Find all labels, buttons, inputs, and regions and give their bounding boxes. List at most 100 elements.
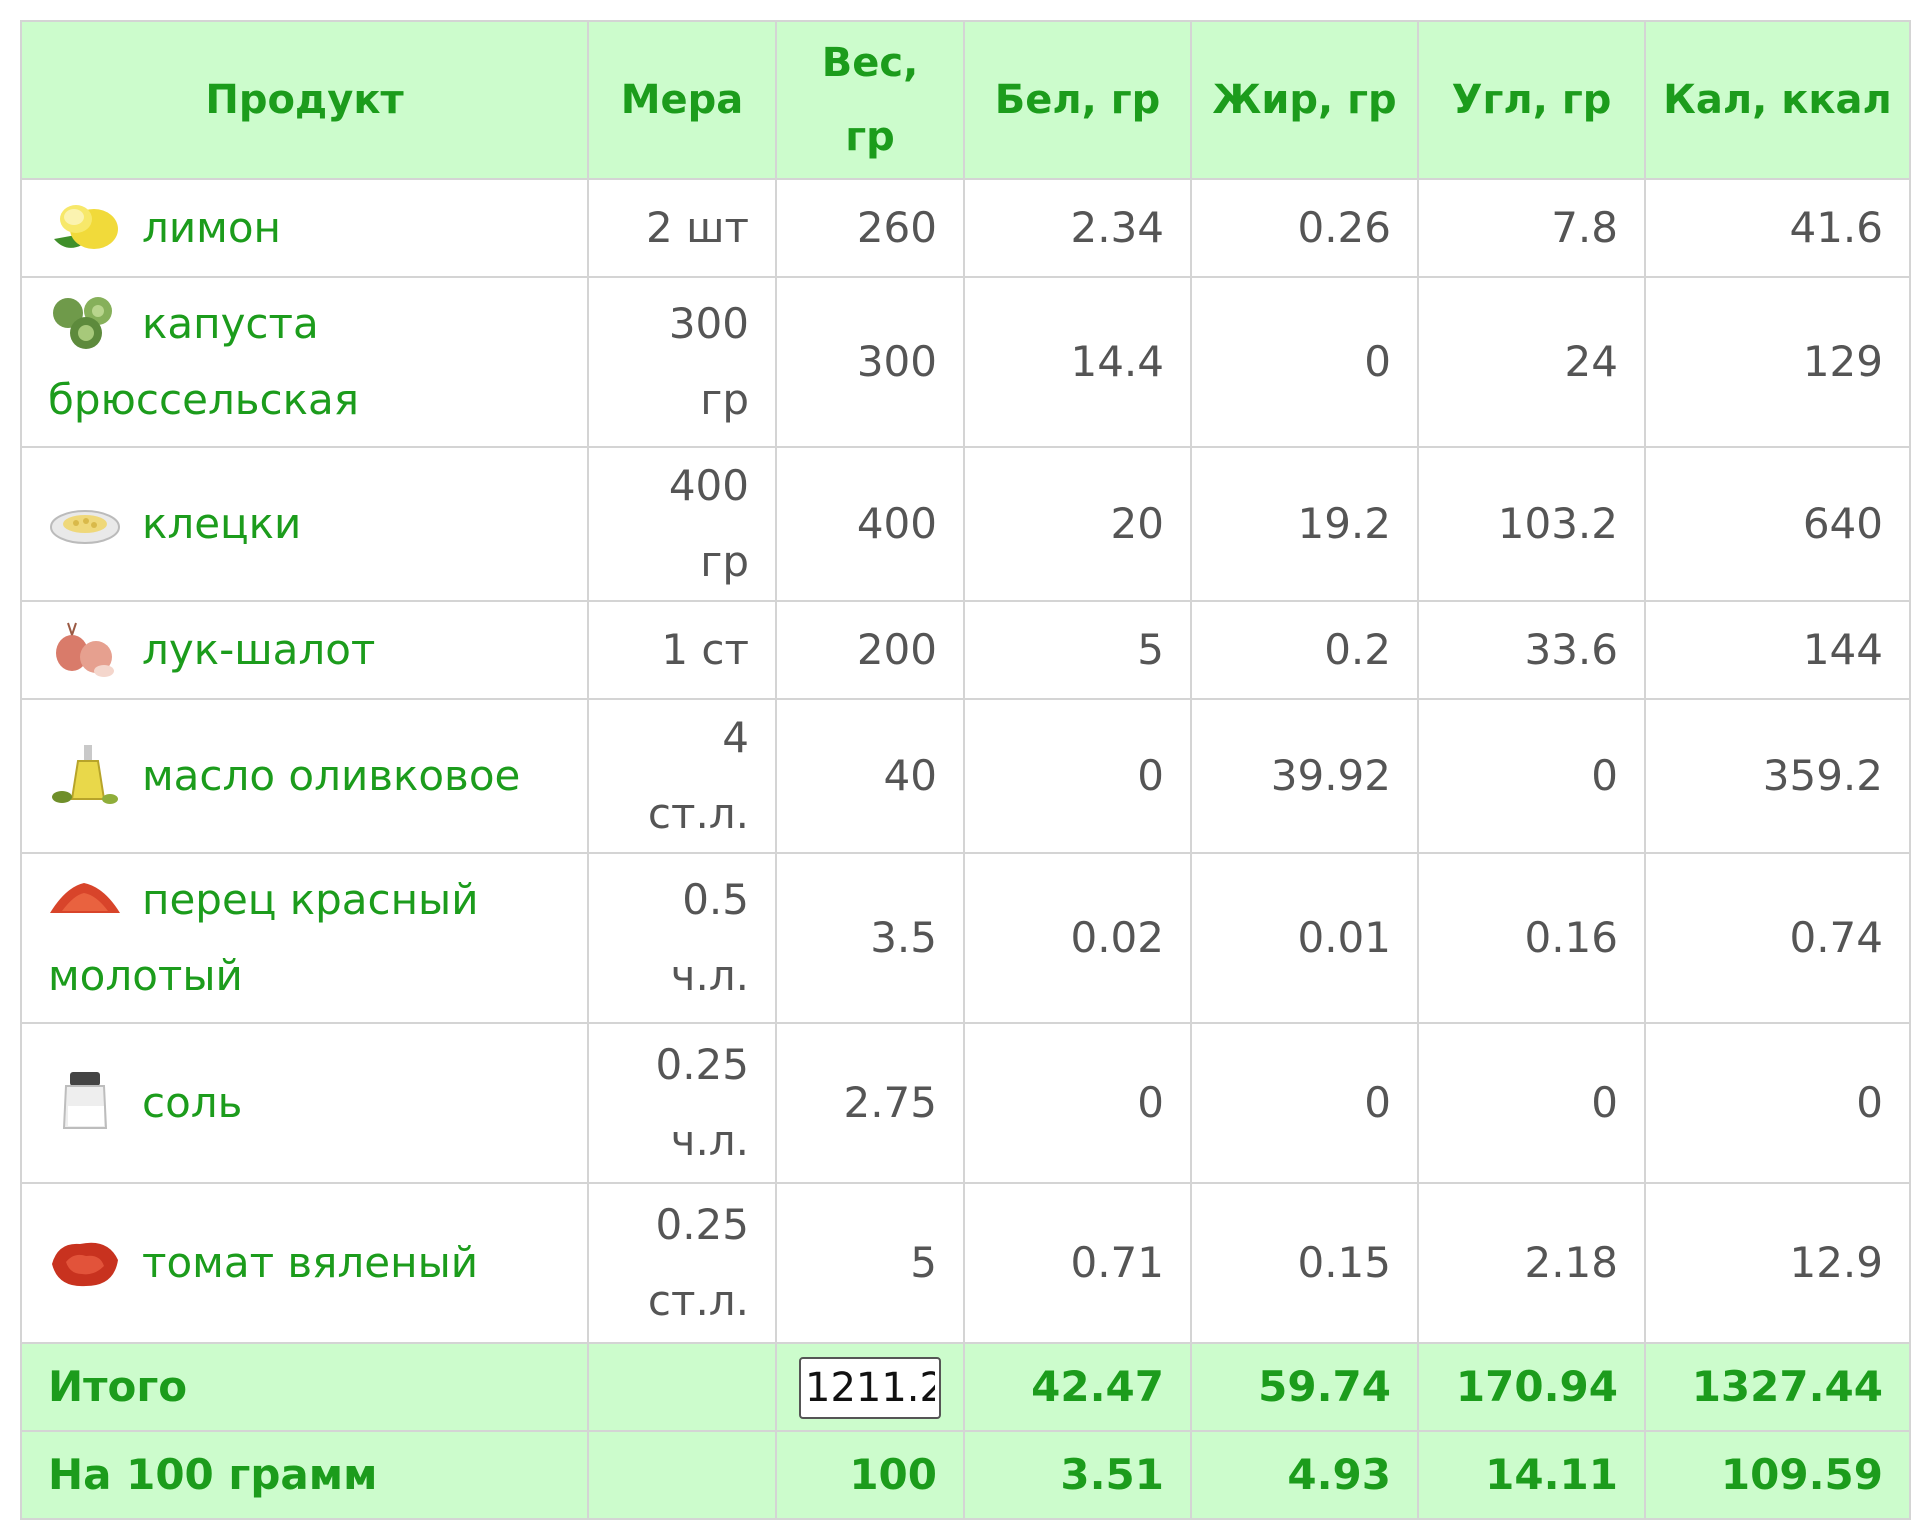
- header-product: Продукт: [20, 20, 589, 180]
- total-row: Итого 42.47 59.74 170.94 1327.44: [20, 1342, 1911, 1432]
- table-row: соль 0.25 ч.л. 2.75 0 0 0 0: [20, 1022, 1911, 1184]
- total-label: Итого: [20, 1342, 589, 1432]
- per100-measure-cell: [587, 1430, 777, 1520]
- per100-calories: 109.59: [1644, 1430, 1911, 1520]
- dumplings-icon: [50, 509, 120, 544]
- product-link-dumplings[interactable]: клецки: [142, 499, 302, 548]
- per100-label: На 100 грамм: [20, 1430, 589, 1520]
- shallot-icon: [56, 622, 114, 677]
- olive-oil-icon: [52, 744, 118, 804]
- table-row: перец красный молотый 0.5 ч.л. 3.5 0.02 …: [20, 852, 1911, 1024]
- header-calories: Кал, ккал: [1644, 20, 1911, 180]
- measure-cell: 0.5 ч.л.: [587, 852, 777, 1024]
- calories-cell: 0: [1644, 1022, 1911, 1184]
- protein-cell: 5: [963, 600, 1192, 700]
- protein-cell: 0.02: [963, 852, 1192, 1024]
- product-cell: капуста брюссельская: [20, 276, 589, 448]
- protein-cell: 0.71: [963, 1182, 1192, 1344]
- weight-cell: 300: [775, 276, 965, 448]
- product-link-shallot[interactable]: лук-шалот: [142, 625, 376, 674]
- weight-cell: 200: [775, 600, 965, 700]
- per100-row: На 100 грамм 100 3.51 4.93 14.11 109.59: [20, 1430, 1911, 1520]
- carbs-cell: 2.18: [1417, 1182, 1646, 1344]
- carbs-cell: 33.6: [1417, 600, 1646, 700]
- protein-cell: 0: [963, 698, 1192, 854]
- header-protein: Бел, гр: [963, 20, 1192, 180]
- product-cell: соль: [20, 1022, 589, 1184]
- product-cell: клецки: [20, 446, 589, 602]
- product-link-salt[interactable]: соль: [142, 1078, 243, 1127]
- carbs-cell: 103.2: [1417, 446, 1646, 602]
- fat-cell: 0.26: [1190, 178, 1419, 278]
- carbs-cell: 7.8: [1417, 178, 1646, 278]
- weight-cell: 3.5: [775, 852, 965, 1024]
- total-protein: 42.47: [963, 1342, 1192, 1432]
- calories-cell: 144: [1644, 600, 1911, 700]
- table-header-row: Продукт Мера Вес, гр Бел, гр Жир, гр Угл…: [20, 20, 1911, 180]
- calories-cell: 0.74: [1644, 852, 1911, 1024]
- fat-cell: 39.92: [1190, 698, 1419, 854]
- product-link-brussels-sprouts[interactable]: капуста брюссельская: [48, 299, 360, 424]
- carbs-cell: 0: [1417, 698, 1646, 854]
- product-link-red-pepper[interactable]: перец красный молотый: [48, 875, 479, 1000]
- nutrition-table: Продукт Мера Вес, гр Бел, гр Жир, гр Угл…: [20, 20, 1911, 1520]
- header-carbs: Угл, гр: [1417, 20, 1646, 180]
- protein-cell: 0: [963, 1022, 1192, 1184]
- fat-cell: 0.2: [1190, 600, 1419, 700]
- per100-weight: 100: [775, 1430, 965, 1520]
- weight-cell: 40: [775, 698, 965, 854]
- fat-cell: 19.2: [1190, 446, 1419, 602]
- fat-cell: 0.15: [1190, 1182, 1419, 1344]
- header-measure: Мера: [587, 20, 777, 180]
- measure-cell: 4 ст.л.: [587, 698, 777, 854]
- header-weight-label: Вес, гр: [821, 40, 919, 160]
- brussels-sprouts-icon: [53, 296, 112, 349]
- calories-cell: 12.9: [1644, 1182, 1911, 1344]
- per100-fat: 4.93: [1190, 1430, 1419, 1520]
- red-pepper-powder-icon: [50, 882, 120, 913]
- fat-cell: 0: [1190, 276, 1419, 448]
- salt-icon: [62, 1071, 108, 1129]
- per100-carbs: 14.11: [1417, 1430, 1646, 1520]
- header-fat: Жир, гр: [1190, 20, 1419, 180]
- table-row: масло оливковое 4 ст.л. 40 0 39.92 0 359…: [20, 698, 1911, 854]
- total-calories: 1327.44: [1644, 1342, 1911, 1432]
- total-measure-cell: [587, 1342, 777, 1432]
- measure-cell: 400 гр: [587, 446, 777, 602]
- protein-cell: 20: [963, 446, 1192, 602]
- per100-protein: 3.51: [963, 1430, 1192, 1520]
- total-weight-cell: [775, 1342, 965, 1432]
- carbs-cell: 0.16: [1417, 852, 1646, 1024]
- total-weight-input[interactable]: [799, 1357, 941, 1419]
- table-row: лук-шалот 1 ст 200 5 0.2 33.6 144: [20, 600, 1911, 700]
- weight-cell: 260: [775, 178, 965, 278]
- calories-cell: 640: [1644, 446, 1911, 602]
- weight-cell: 5: [775, 1182, 965, 1344]
- measure-cell: 2 шт: [587, 178, 777, 278]
- weight-cell: 2.75: [775, 1022, 965, 1184]
- product-cell: масло оливковое: [20, 698, 589, 854]
- product-cell: перец красный молотый: [20, 852, 589, 1024]
- table-row: лимон 2 шт 260 2.34 0.26 7.8 41.6: [20, 178, 1911, 278]
- weight-cell: 400: [775, 446, 965, 602]
- protein-cell: 14.4: [963, 276, 1192, 448]
- header-weight: Вес, гр: [775, 20, 965, 180]
- table-row: клецки 400 гр 400 20 19.2 103.2 640: [20, 446, 1911, 602]
- total-fat: 59.74: [1190, 1342, 1419, 1432]
- calories-cell: 359.2: [1644, 698, 1911, 854]
- product-link-dried-tomato[interactable]: томат вяленый: [142, 1238, 479, 1287]
- calories-cell: 41.6: [1644, 178, 1911, 278]
- table-row: капуста брюссельская 300 гр 300 14.4 0 2…: [20, 276, 1911, 448]
- carbs-cell: 0: [1417, 1022, 1646, 1184]
- calories-cell: 129: [1644, 276, 1911, 448]
- lemon-icon: [54, 204, 118, 249]
- measure-cell: 0.25 ч.л.: [587, 1022, 777, 1184]
- product-link-lemon[interactable]: лимон: [142, 203, 281, 252]
- dried-tomato-icon: [52, 1242, 118, 1286]
- carbs-cell: 24: [1417, 276, 1646, 448]
- measure-cell: 0.25 ст.л.: [587, 1182, 777, 1344]
- product-cell: лимон: [20, 178, 589, 278]
- product-cell: лук-шалот: [20, 600, 589, 700]
- measure-cell: 300 гр: [587, 276, 777, 448]
- product-link-olive-oil[interactable]: масло оливковое: [142, 751, 521, 800]
